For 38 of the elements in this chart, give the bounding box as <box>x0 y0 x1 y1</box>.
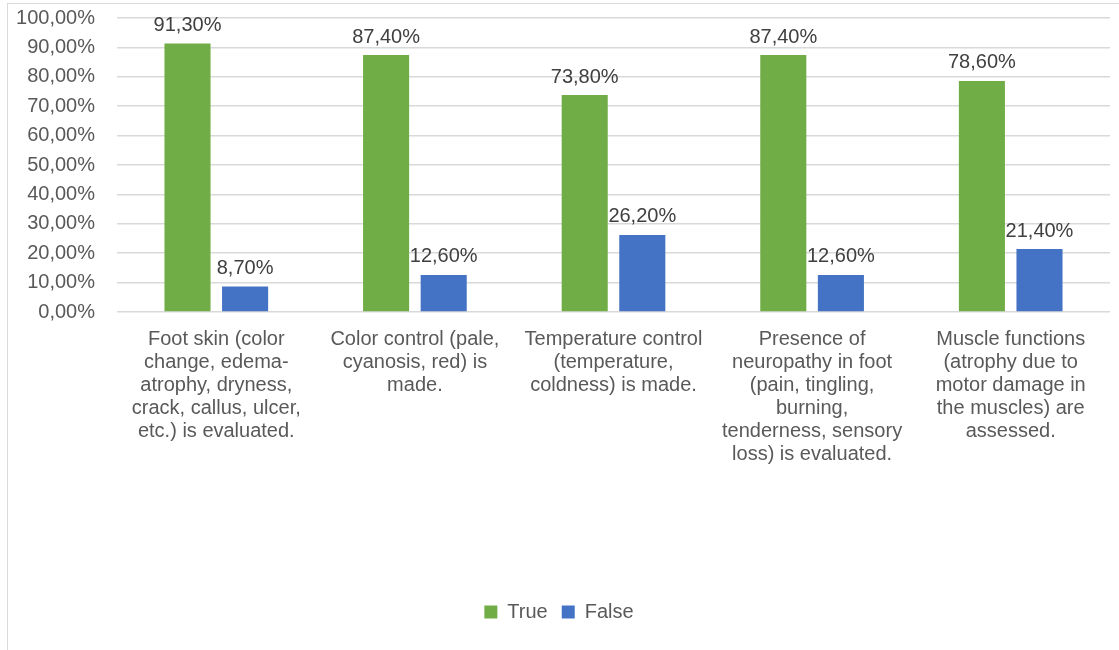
data-label: 8,70% <box>216 255 274 278</box>
data-label: 21,40% <box>1005 218 1074 241</box>
bar <box>222 286 269 312</box>
x-tick-label: Color control (pale, cyanosis, red) is made. <box>330 327 500 396</box>
data-label: 78,60% <box>947 50 1017 73</box>
bar <box>760 55 807 312</box>
y-tick-label: 40,00% <box>27 181 96 204</box>
y-tick-label: 60,00% <box>27 123 96 146</box>
x-tick-label: Muscle functions (atrophy due to motor damage in the muscles) are assessed. <box>935 327 1086 442</box>
y-tick-label: 20,00% <box>27 240 96 263</box>
data-label: 87,40% <box>352 24 421 47</box>
y-tick-label: 90,00% <box>27 34 96 57</box>
bar <box>561 95 608 312</box>
y-tick-label: 30,00% <box>27 211 96 234</box>
legend-label: True <box>507 599 548 622</box>
y-tick-label: 80,00% <box>27 64 96 87</box>
bar <box>958 80 1005 312</box>
data-label: 12,60% <box>409 244 478 267</box>
data-label: 26,20% <box>608 204 677 227</box>
y-tick-label: 100,00% <box>16 5 96 28</box>
bar <box>164 43 211 312</box>
x-tick-label: Foot skin (color change, edema-atrophy, dryness, crack, callus, ulcer, etc.) is evaluated. <box>131 327 301 442</box>
data-label: 12,60% <box>806 244 876 267</box>
bar <box>363 55 410 312</box>
bar <box>420 274 467 312</box>
y-tick-label: 70,00% <box>27 93 96 116</box>
bar <box>1016 249 1063 312</box>
legend-label: False <box>584 599 634 622</box>
data-label: 91,30% <box>153 13 222 36</box>
x-tick-label: Temperature control (temperature, coldness) is made. <box>524 327 703 396</box>
y-tick-label: 50,00% <box>27 152 96 175</box>
data-label: 73,80% <box>550 64 619 87</box>
y-tick-label: 0,00% <box>38 299 96 322</box>
data-label: 87,40% <box>749 24 818 47</box>
y-tick-label: 10,00% <box>27 270 96 293</box>
bar <box>817 274 864 312</box>
x-tick-label: Presence of neuropathy in foot (pain, tingling, burning, tenderness, sensory loss) is evaluated. <box>722 327 903 465</box>
bar <box>619 234 666 312</box>
